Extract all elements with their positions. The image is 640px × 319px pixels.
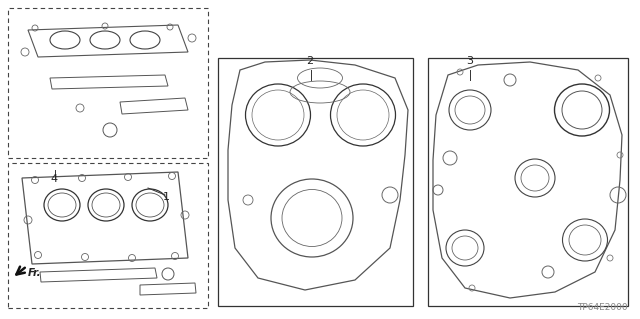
- Text: 4: 4: [50, 174, 57, 184]
- Text: 3: 3: [466, 56, 473, 66]
- Text: 1: 1: [163, 192, 170, 202]
- Bar: [218, 58, 413, 306]
- Bar: [428, 58, 628, 306]
- Text: TP64E2000: TP64E2000: [577, 303, 628, 312]
- Bar: [8, 163, 208, 308]
- Text: Fr.: Fr.: [28, 268, 42, 278]
- Text: 2: 2: [306, 56, 313, 66]
- Bar: [8, 8, 208, 158]
